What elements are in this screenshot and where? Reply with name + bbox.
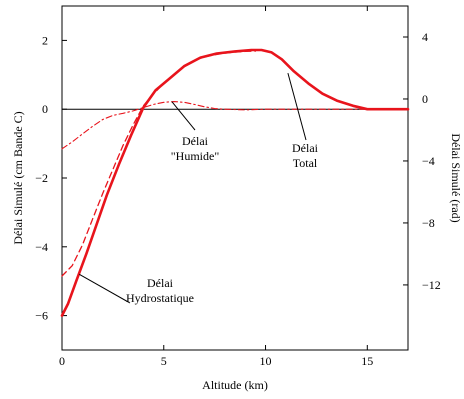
annotation-text: Délai xyxy=(147,276,174,290)
annotation-text: Délai xyxy=(182,134,209,148)
y-right-tick-label: −8 xyxy=(422,216,435,230)
series-line xyxy=(61,50,257,277)
x-axis-label: Altitude (km) xyxy=(202,378,268,392)
y-tick-label: −2 xyxy=(35,171,48,185)
annotations: DélaiHydrostatiqueDélai"Humide"DélaiTota… xyxy=(79,72,319,305)
y-right-tick-label: 0 xyxy=(422,92,428,106)
axes: 0 5 10 15 −6 −4 −2 0 2 −12 −8 −4 0 4 xyxy=(35,5,441,368)
x-tick-label: 5 xyxy=(161,354,167,368)
annotation-leader xyxy=(287,72,307,141)
annotation-text: "Humide" xyxy=(171,149,220,163)
annotation-text: Délai xyxy=(292,141,319,155)
y-axis-label: Délai Simulé (cm Bande C) xyxy=(11,111,25,244)
annotation-leader xyxy=(171,101,196,131)
y-tick-label: −6 xyxy=(35,309,48,323)
x-tick-label: 15 xyxy=(361,354,373,368)
x-tick-label: 10 xyxy=(260,354,272,368)
y-right-tick-label: −4 xyxy=(422,154,435,168)
y-tick-label: 0 xyxy=(42,102,48,116)
y-tick-label: 2 xyxy=(42,33,48,47)
annotation-text: Hydrostatique xyxy=(126,291,194,305)
annotation: Délai"Humide" xyxy=(171,101,220,163)
annotation-leader xyxy=(79,273,131,304)
y-right-tick-label: 4 xyxy=(422,30,428,44)
ticks: 0 5 10 15 −6 −4 −2 0 2 −12 −8 −4 0 4 xyxy=(35,6,441,368)
series-group xyxy=(60,48,410,317)
annotation-text: Total xyxy=(293,156,318,170)
series-line xyxy=(61,101,409,150)
series-line xyxy=(60,48,410,317)
y-tick-label: −4 xyxy=(35,240,48,254)
x-tick-label: 0 xyxy=(59,354,65,368)
y-right-tick-label: −12 xyxy=(422,278,441,292)
y-axis-right-label: Délai Simulé (rad) xyxy=(449,133,463,222)
